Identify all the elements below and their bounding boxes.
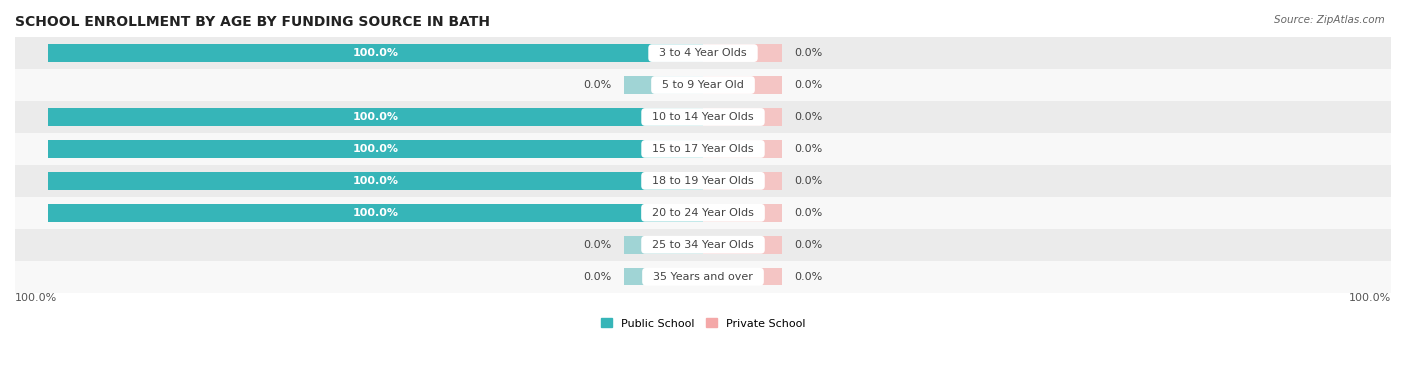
Text: 35 Years and over: 35 Years and over bbox=[647, 272, 759, 282]
Text: 0.0%: 0.0% bbox=[794, 208, 823, 218]
Text: 100.0%: 100.0% bbox=[1348, 293, 1391, 303]
Text: 0.0%: 0.0% bbox=[794, 80, 823, 90]
Bar bbox=[624, 76, 703, 94]
Text: 0.0%: 0.0% bbox=[794, 272, 823, 282]
Text: 3 to 4 Year Olds: 3 to 4 Year Olds bbox=[652, 48, 754, 58]
Bar bbox=[703, 236, 782, 254]
Text: 100.0%: 100.0% bbox=[353, 176, 398, 186]
Text: 15 to 17 Year Olds: 15 to 17 Year Olds bbox=[645, 144, 761, 154]
Text: 18 to 19 Year Olds: 18 to 19 Year Olds bbox=[645, 176, 761, 186]
Bar bbox=[703, 204, 782, 222]
Text: 100.0%: 100.0% bbox=[353, 112, 398, 122]
Bar bbox=[703, 76, 782, 94]
Text: 20 to 24 Year Olds: 20 to 24 Year Olds bbox=[645, 208, 761, 218]
Text: 25 to 34 Year Olds: 25 to 34 Year Olds bbox=[645, 240, 761, 250]
Bar bbox=[624, 236, 703, 254]
Bar bbox=[15, 261, 1391, 293]
Bar bbox=[703, 44, 782, 62]
Text: 100.0%: 100.0% bbox=[353, 144, 398, 154]
Bar bbox=[703, 268, 782, 285]
Text: 5 to 9 Year Old: 5 to 9 Year Old bbox=[655, 80, 751, 90]
Bar bbox=[48, 140, 703, 158]
Bar bbox=[48, 204, 703, 222]
Bar bbox=[703, 172, 782, 190]
Text: 0.0%: 0.0% bbox=[794, 176, 823, 186]
Text: 0.0%: 0.0% bbox=[794, 240, 823, 250]
Bar bbox=[15, 229, 1391, 261]
Text: 100.0%: 100.0% bbox=[353, 208, 398, 218]
Bar bbox=[48, 44, 703, 62]
Bar bbox=[703, 108, 782, 126]
Bar bbox=[48, 172, 703, 190]
Text: 0.0%: 0.0% bbox=[794, 48, 823, 58]
Legend: Public School, Private School: Public School, Private School bbox=[596, 314, 810, 333]
Bar bbox=[15, 37, 1391, 69]
Bar bbox=[15, 165, 1391, 197]
Bar bbox=[48, 108, 703, 126]
Text: 0.0%: 0.0% bbox=[583, 272, 612, 282]
Text: SCHOOL ENROLLMENT BY AGE BY FUNDING SOURCE IN BATH: SCHOOL ENROLLMENT BY AGE BY FUNDING SOUR… bbox=[15, 15, 491, 29]
Text: 100.0%: 100.0% bbox=[353, 48, 398, 58]
Text: 0.0%: 0.0% bbox=[583, 80, 612, 90]
Text: 100.0%: 100.0% bbox=[15, 293, 58, 303]
Bar bbox=[624, 268, 703, 285]
Bar bbox=[15, 69, 1391, 101]
Bar bbox=[15, 101, 1391, 133]
Text: 0.0%: 0.0% bbox=[583, 240, 612, 250]
Text: Source: ZipAtlas.com: Source: ZipAtlas.com bbox=[1274, 15, 1385, 25]
Text: 10 to 14 Year Olds: 10 to 14 Year Olds bbox=[645, 112, 761, 122]
Text: 0.0%: 0.0% bbox=[794, 144, 823, 154]
Bar bbox=[703, 140, 782, 158]
Bar bbox=[15, 133, 1391, 165]
Text: 0.0%: 0.0% bbox=[794, 112, 823, 122]
Bar bbox=[15, 197, 1391, 229]
